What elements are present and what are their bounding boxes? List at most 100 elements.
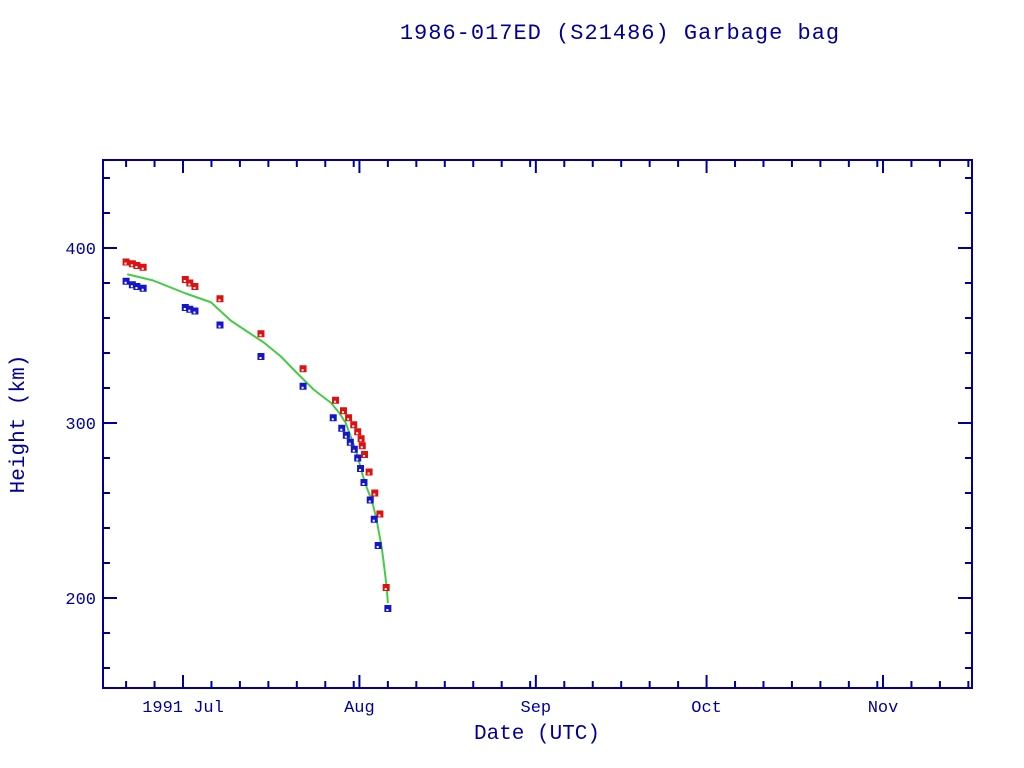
x-tick-label: Nov bbox=[868, 699, 899, 718]
red-squares-point-dot bbox=[363, 455, 366, 457]
blue-squares-point bbox=[122, 277, 130, 285]
blue-squares-point bbox=[128, 281, 136, 289]
y-tick-label: 200 bbox=[65, 591, 96, 610]
red-squares-point bbox=[365, 468, 373, 476]
blue-squares-point-dot bbox=[135, 287, 138, 289]
red-squares-point-dot bbox=[135, 266, 138, 268]
red-squares-point-dot bbox=[334, 400, 337, 403]
blue-squares-point bbox=[133, 283, 141, 290]
red-squares-point bbox=[357, 435, 365, 443]
red-squares-point-dot bbox=[183, 280, 186, 282]
blue-squares-point bbox=[329, 414, 337, 422]
red-squares-point bbox=[122, 258, 130, 266]
red-squares-point-dot bbox=[218, 299, 221, 302]
blue-squares-point bbox=[366, 496, 374, 504]
red-squares-point bbox=[139, 263, 147, 271]
blue-squares-point bbox=[342, 431, 350, 439]
red-squares-point-dot bbox=[193, 287, 196, 289]
blue-squares-point bbox=[216, 321, 224, 329]
red-squares-point bbox=[382, 584, 390, 591]
blue-squares-point bbox=[384, 605, 392, 612]
red-squares-point-dot bbox=[356, 432, 359, 435]
red-squares-point-dot bbox=[384, 588, 387, 590]
red-squares-point-dot bbox=[341, 411, 344, 414]
red-squares-point-dot bbox=[188, 283, 191, 286]
red-squares-point-dot bbox=[347, 418, 350, 421]
red-squares-point-dot bbox=[301, 369, 304, 372]
red-squares-point bbox=[361, 451, 369, 458]
red-squares-point bbox=[371, 489, 379, 497]
red-squares-point bbox=[332, 396, 340, 404]
blue-squares-point-dot bbox=[368, 500, 371, 503]
blue-squares-point bbox=[338, 424, 346, 432]
red-squares-point bbox=[299, 365, 307, 373]
blue-squares-point-dot bbox=[376, 546, 379, 548]
blue-squares-point bbox=[354, 454, 362, 462]
blue-squares-point bbox=[374, 542, 382, 549]
red-squares-point bbox=[191, 283, 199, 290]
blue-squares-point-dot bbox=[362, 483, 365, 485]
blue-squares-point-dot bbox=[331, 418, 334, 421]
red-squares-point bbox=[216, 295, 224, 303]
blue-squares-point-dot bbox=[348, 442, 351, 445]
blue-squares-point-dot bbox=[188, 309, 191, 312]
red-squares-point-dot bbox=[352, 425, 355, 428]
red-squares-point-dot bbox=[378, 514, 381, 517]
red-squares-point bbox=[376, 510, 384, 518]
plot-box bbox=[102, 159, 973, 689]
blue-squares-point bbox=[299, 382, 307, 390]
axis-ticks bbox=[103, 160, 972, 688]
red-squares-point-dot bbox=[367, 472, 370, 475]
blue-squares-point-dot bbox=[183, 308, 186, 310]
blue-squares-point bbox=[350, 445, 358, 453]
x-tick-label: Aug bbox=[344, 699, 375, 718]
red-squares-point bbox=[133, 262, 141, 269]
red-squares-point bbox=[345, 414, 353, 422]
blue-squares-point-dot bbox=[372, 519, 375, 522]
blue-squares-point-dot bbox=[141, 288, 144, 291]
x-tick-label: 1991 Jul bbox=[142, 699, 224, 718]
y-tick-label: 300 bbox=[65, 416, 96, 435]
red-squares-point bbox=[186, 279, 194, 287]
red-squares-point-dot bbox=[359, 439, 362, 442]
blue-squares-point-dot bbox=[344, 435, 347, 438]
blue-squares-point bbox=[181, 304, 189, 311]
red-squares-point bbox=[354, 428, 362, 436]
blue-squares-point-dot bbox=[124, 281, 127, 284]
blue-squares-point bbox=[139, 284, 147, 292]
y-tick-label: 400 bbox=[65, 241, 96, 260]
blue-squares-point-dot bbox=[193, 311, 196, 314]
red-squares-point bbox=[358, 442, 366, 450]
red-squares-point-dot bbox=[124, 262, 127, 265]
blue-squares-point-dot bbox=[301, 386, 304, 389]
blue-squares-point bbox=[186, 305, 194, 313]
blue-squares-point-dot bbox=[356, 458, 359, 461]
x-axis-label: Date (UTC) bbox=[474, 723, 600, 746]
x-tick-label: Sep bbox=[521, 699, 552, 718]
plot-border bbox=[102, 159, 973, 689]
blue-squares-point bbox=[346, 438, 354, 446]
blue-squares-point-dot bbox=[340, 428, 343, 431]
blue-squares-point-dot bbox=[130, 285, 133, 288]
blue-squares-point bbox=[360, 479, 368, 486]
blue-squares-point-dot bbox=[218, 325, 221, 328]
x-tick-label: Oct bbox=[691, 699, 722, 718]
chart-title: 1986-017ED (S21486) Garbage bag bbox=[400, 21, 840, 46]
data-points bbox=[122, 258, 392, 612]
y-tick-labels: 200 300 400 bbox=[65, 241, 96, 610]
blue-squares-point-dot bbox=[359, 469, 362, 471]
blue-squares-point bbox=[191, 307, 199, 315]
red-squares-point-dot bbox=[130, 264, 133, 267]
blue-squares-point-dot bbox=[259, 357, 262, 359]
blue-squares-point-dot bbox=[386, 609, 389, 611]
red-squares-point-dot bbox=[259, 334, 262, 337]
red-squares-point bbox=[350, 421, 358, 429]
blue-squares-point-dot bbox=[352, 449, 355, 452]
x-tick-labels: 1991 Jul Aug Sep Oct Nov bbox=[142, 699, 898, 718]
blue-squares-point bbox=[257, 353, 265, 360]
red-squares-point bbox=[257, 330, 265, 338]
red-squares-point bbox=[339, 407, 347, 415]
blue-squares-point bbox=[357, 465, 365, 472]
